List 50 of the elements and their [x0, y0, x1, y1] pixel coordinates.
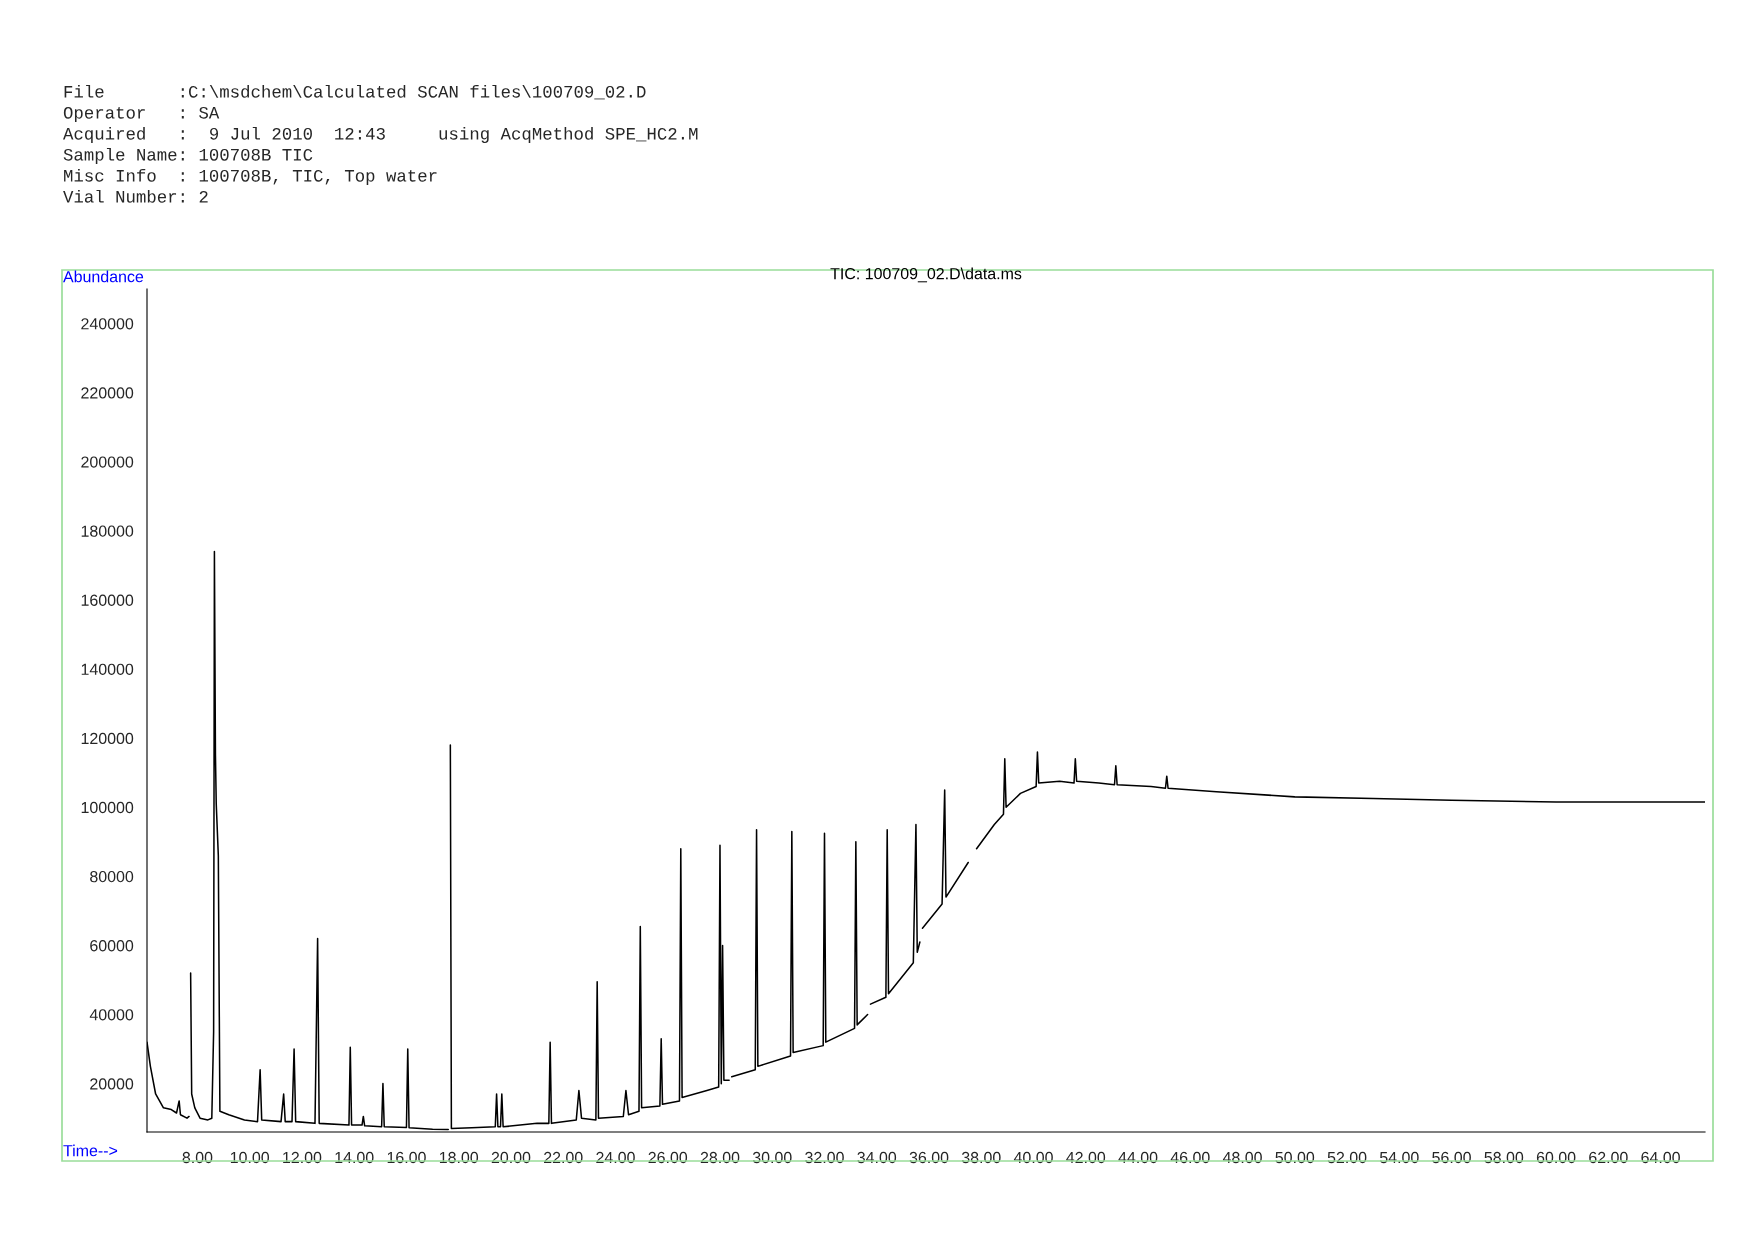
x-tick-label: 64.00 [1641, 1151, 1680, 1164]
y-tick-label: 100000 [81, 801, 134, 814]
x-tick-label: 32.00 [805, 1151, 844, 1164]
y-tick-label: 240000 [81, 318, 134, 330]
y-tick-label: 180000 [81, 525, 134, 537]
x-tick-label: 26.00 [648, 1151, 688, 1164]
x-tick-label: 30.00 [752, 1151, 792, 1164]
y-tick-label: 120000 [81, 732, 134, 745]
chart-title: TIC: 100709_02.D\data.ms [830, 267, 1022, 283]
x-tick-label: 16.00 [387, 1151, 426, 1164]
y-tick-label: 220000 [81, 387, 134, 399]
x-tick-label: 48.00 [1222, 1151, 1262, 1164]
y-tick-label: 160000 [81, 594, 134, 606]
y-tick-label: 60000 [90, 940, 134, 952]
x-tick-label: 54.00 [1379, 1151, 1419, 1164]
y-tick-label: 200000 [81, 456, 134, 468]
text: File :C:\msdchem\Calculated SCAN files\100709_02.D [64, 84, 646, 100]
x-tick-label: 44.00 [1118, 1151, 1158, 1164]
text: Acquired : 9 Jul 2010 12:43 using AcqMethod SPE_HC2.M [63, 126, 698, 144]
x-tick-label: 20.00 [491, 1151, 531, 1164]
x-tick-label: 60.00 [1536, 1151, 1576, 1164]
x-tick-label: 38.00 [961, 1151, 1001, 1164]
x-tick-label: 10.00 [230, 1151, 270, 1164]
text: Misc Info : 100708B, TIC, Top water [64, 168, 437, 186]
text: Vial Number: 2 [63, 189, 208, 203]
x-tick-label: 24.00 [596, 1151, 635, 1164]
x-tick-label: 50.00 [1275, 1151, 1315, 1164]
y-tick-label: 40000 [89, 1009, 134, 1021]
x-tick-label: 62.00 [1589, 1151, 1628, 1164]
x-tick-label: 58.00 [1484, 1151, 1524, 1164]
x-tick-label: 56.00 [1432, 1151, 1471, 1164]
x-tick-label: 12.00 [283, 1151, 322, 1164]
y-tick-label: 80000 [90, 870, 134, 883]
x-tick-label: 28.00 [700, 1151, 740, 1164]
x-tick-label: 34.00 [857, 1151, 897, 1164]
text: Operator : SA [63, 106, 220, 123]
x-tick-label: 18.00 [439, 1151, 479, 1164]
x-tick-label: 52.00 [1327, 1151, 1367, 1164]
x-tick-label: 14.00 [335, 1151, 374, 1164]
x-tick-label: 8.00 [182, 1151, 213, 1164]
text: Sample Name: 100708B TIC [63, 147, 313, 165]
x-tick-label: 22.00 [544, 1151, 583, 1164]
y-tick-label: 20000 [90, 1078, 134, 1090]
x-tick-label: 46.00 [1170, 1151, 1210, 1164]
x-axis-title: Time--> [63, 1144, 118, 1157]
x-tick-label: 42.00 [1066, 1151, 1106, 1164]
x-tick-label: 36.00 [909, 1151, 949, 1164]
y-axis-title: Abundance [63, 270, 144, 283]
x-tick-label: 40.00 [1013, 1151, 1053, 1164]
y-tick-label: 140000 [81, 663, 134, 675]
